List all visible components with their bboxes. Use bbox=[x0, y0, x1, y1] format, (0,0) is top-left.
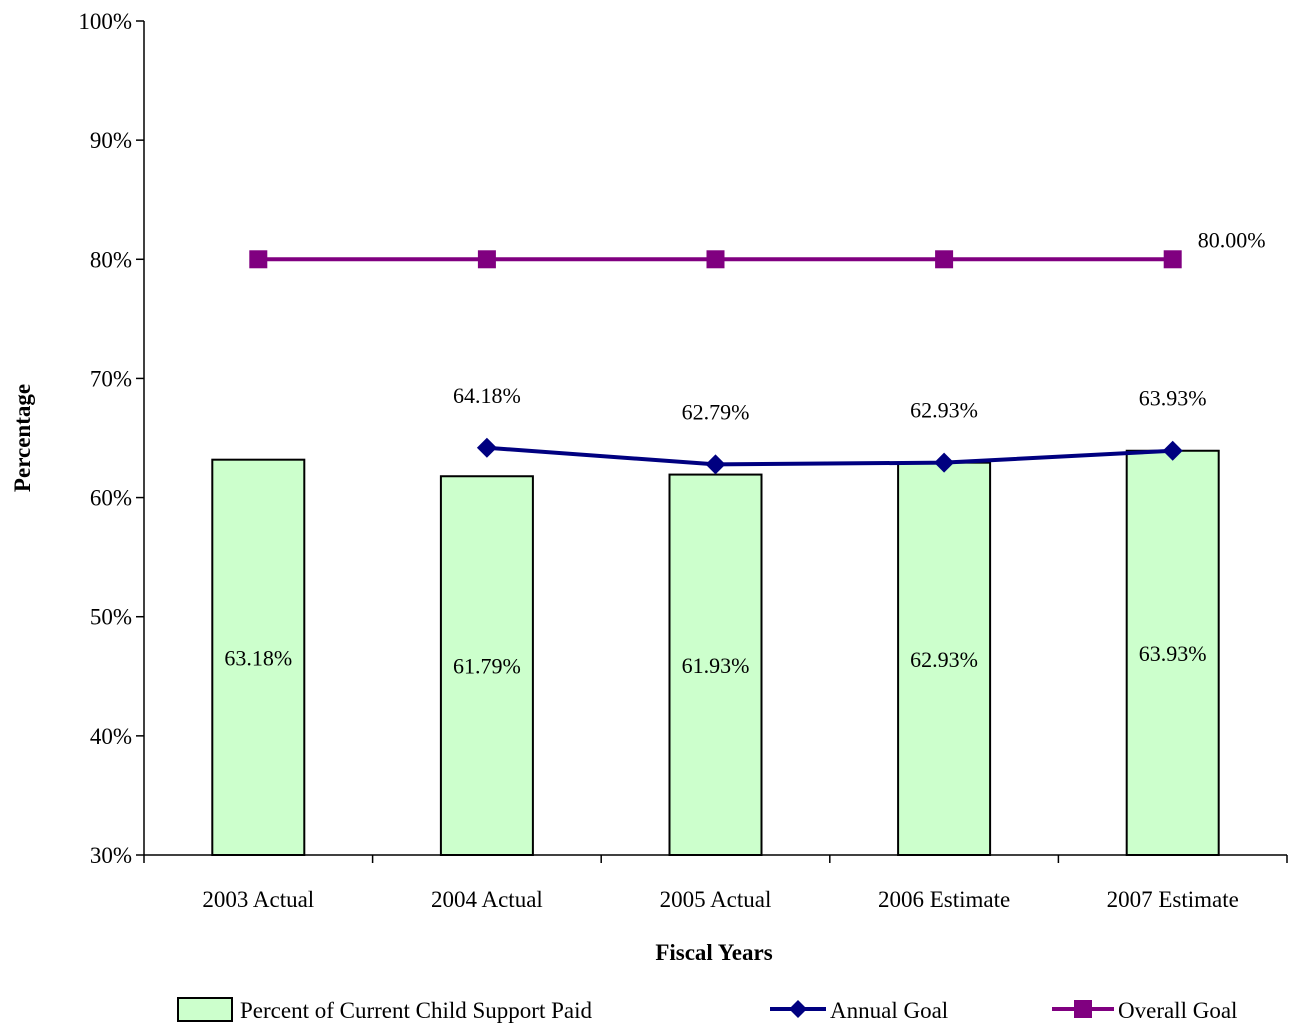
annual-goal-marker-2 bbox=[705, 454, 726, 475]
labels-layer: 63.18% 61.79% 61.93% 62.93% 63.93% 80.00% 64.1… bbox=[78, 9, 1265, 912]
bar-0 bbox=[211, 458, 306, 856]
bar-4 bbox=[1125, 449, 1220, 856]
legend-swatch-bars bbox=[177, 997, 233, 1022]
axes-layer bbox=[136, 20, 1288, 863]
legend-marker-annual-goal bbox=[789, 1000, 807, 1018]
x-tick-label-0: 2003 Actual bbox=[202, 887, 314, 912]
y-tick-label-6: 90% bbox=[90, 128, 132, 153]
bar-3 bbox=[897, 461, 992, 856]
legend-marker-overall-goal bbox=[1074, 1000, 1092, 1018]
x-tick-label-1: 2004 Actual bbox=[431, 887, 543, 912]
annual-goal-label-1: 64.18% bbox=[453, 383, 521, 408]
y-tick-label-5: 80% bbox=[90, 247, 132, 272]
annual-goal-label-4: 63.93% bbox=[1139, 386, 1207, 411]
bar-label-0: 63.18% bbox=[224, 645, 292, 670]
bar-label-3: 62.93% bbox=[910, 647, 978, 672]
y-tick-label-4: 70% bbox=[90, 366, 132, 391]
y-tick-label-7: 100% bbox=[78, 9, 132, 34]
overall-goal-marker-3 bbox=[935, 250, 954, 269]
bar-1 bbox=[439, 475, 534, 856]
annual-goal-marker-3 bbox=[934, 452, 955, 473]
bar-label-4: 63.93% bbox=[1139, 641, 1207, 666]
bar-label-1: 61.79% bbox=[453, 654, 521, 679]
x-axis-title: Fiscal Years bbox=[655, 940, 772, 965]
y-tick-label-0: 30% bbox=[90, 843, 132, 868]
legend-label-annual-goal: Annual Goal bbox=[830, 998, 948, 1023]
overall-goal-marker-4 bbox=[1163, 250, 1182, 269]
x-tick-label-3: 2006 Estimate bbox=[878, 887, 1010, 912]
x-tick-label-4: 2007 Estimate bbox=[1107, 887, 1239, 912]
legend: Percent of Current Child Support Paid An… bbox=[177, 997, 1237, 1023]
lines-layer bbox=[249, 250, 1183, 475]
bar-label-2: 61.93% bbox=[682, 653, 750, 678]
legend-label-overall-goal: Overall Goal bbox=[1118, 998, 1237, 1023]
annual-goal-label-3: 62.93% bbox=[910, 398, 978, 423]
overall-goal-marker-2 bbox=[706, 250, 725, 269]
overall-goal-label: 80.00% bbox=[1198, 227, 1266, 252]
overall-goal-marker-1 bbox=[477, 250, 496, 269]
overall-goal-marker-0 bbox=[249, 250, 268, 269]
y-axis-title: Percentage bbox=[10, 384, 35, 492]
annual-goal-marker-1 bbox=[476, 437, 497, 458]
y-tick-label-2: 50% bbox=[90, 605, 132, 630]
y-tick-label-3: 60% bbox=[90, 486, 132, 511]
bars-layer bbox=[211, 449, 1220, 856]
annual-goal-marker-4 bbox=[1162, 440, 1183, 461]
annual-goal-label-2: 62.79% bbox=[682, 399, 750, 424]
bar-2 bbox=[668, 473, 763, 856]
annual-goal-line bbox=[486, 445, 1173, 467]
x-tick-label-2: 2005 Actual bbox=[660, 887, 772, 912]
legend-label-bars: Percent of Current Child Support Paid bbox=[240, 998, 592, 1023]
y-tick-label-1: 40% bbox=[90, 724, 132, 749]
